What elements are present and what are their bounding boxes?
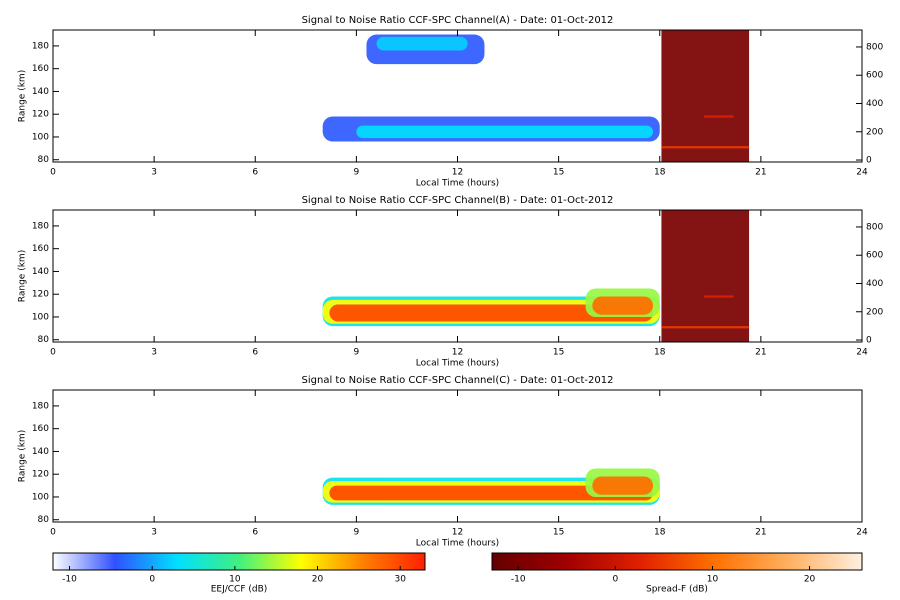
echo xyxy=(376,36,468,51)
x-tick-label: 24 xyxy=(856,528,868,538)
colorbar xyxy=(52,552,426,571)
y-tick-label: 80 xyxy=(38,335,50,345)
y-tick-label: 160 xyxy=(32,244,49,254)
x-tick-label: 9 xyxy=(354,348,360,358)
x-tick-label: 12 xyxy=(452,168,463,178)
x-tick-label: 18 xyxy=(654,348,666,358)
x-tick-label: 21 xyxy=(755,528,766,538)
y-tick-label: 100 xyxy=(32,312,49,322)
echo xyxy=(329,304,654,322)
panel-title: Signal to Noise Ratio CCF-SPC Channel(C)… xyxy=(302,375,614,386)
y-tick-label: 120 xyxy=(32,110,49,120)
x-tick-label: 6 xyxy=(252,528,258,538)
x-tick-label: 15 xyxy=(553,168,564,178)
colorbar-tick-label: 20 xyxy=(312,575,324,585)
y-tick-label: 180 xyxy=(32,221,49,231)
colorbar-label: Spread-F (dB) xyxy=(646,585,708,595)
y2-tick-label: 600 xyxy=(866,251,883,261)
panel-title: Signal to Noise Ratio CCF-SPC Channel(B)… xyxy=(302,195,614,206)
x-tick-label: 0 xyxy=(50,528,56,538)
y2-tick-label: 800 xyxy=(866,42,883,52)
panel-title: Signal to Noise Ratio CCF-SPC Channel(A)… xyxy=(302,15,614,26)
x-tick-label: 9 xyxy=(354,168,360,178)
x-tick-label: 15 xyxy=(553,348,564,358)
y-tick-label: 120 xyxy=(32,470,49,480)
x-tick-label: 3 xyxy=(151,168,157,178)
spread-f xyxy=(703,115,734,118)
colorbar-label: EEJ/CCF (dB) xyxy=(211,585,268,595)
x-tick-label: 3 xyxy=(151,348,157,358)
x-tick-label: 12 xyxy=(452,528,463,538)
x-axis-label: Local Time (hours) xyxy=(416,539,499,549)
x-axis-label: Local Time (hours) xyxy=(416,179,499,189)
y-tick-label: 80 xyxy=(38,155,50,165)
x-tick-label: 9 xyxy=(354,528,360,538)
y2-tick-label: 800 xyxy=(866,222,883,232)
colorbar-tick-label: 10 xyxy=(707,575,719,585)
y2-tick-label: 400 xyxy=(866,279,883,289)
y-tick-label: 160 xyxy=(32,64,49,74)
y-tick-label: 140 xyxy=(32,447,49,457)
spread-f xyxy=(661,146,750,149)
y-tick-label: 100 xyxy=(32,132,49,142)
x-tick-label: 18 xyxy=(654,168,666,178)
y-tick-label: 100 xyxy=(32,492,49,502)
x-tick-label: 24 xyxy=(856,348,868,358)
y-axis-label: Range (km) xyxy=(18,430,28,482)
y-tick-label: 180 xyxy=(32,41,49,51)
y2-tick-label: 0 xyxy=(866,336,872,346)
echo xyxy=(592,476,654,495)
colorbar-tick-label: 0 xyxy=(612,575,618,585)
x-axis-label: Local Time (hours) xyxy=(416,359,499,369)
y2-tick-label: 200 xyxy=(866,127,883,137)
spread-f xyxy=(703,295,734,298)
x-tick-label: 6 xyxy=(252,168,258,178)
x-tick-label: 6 xyxy=(252,348,258,358)
y-axis-label: Range (km) xyxy=(18,70,28,122)
y-tick-label: 180 xyxy=(32,401,49,411)
colorbar xyxy=(491,552,863,571)
y-tick-label: 140 xyxy=(32,267,49,277)
x-tick-label: 12 xyxy=(452,348,463,358)
x-tick-label: 21 xyxy=(755,168,766,178)
x-tick-label: 24 xyxy=(856,168,868,178)
y2-tick-label: 200 xyxy=(866,307,883,317)
x-tick-label: 18 xyxy=(654,528,666,538)
x-tick-label: 0 xyxy=(50,168,56,178)
colorbar-tick-label: 30 xyxy=(394,575,406,585)
echo xyxy=(592,296,654,315)
y2-tick-label: 0 xyxy=(866,156,872,166)
colorbar-tick-label: -10 xyxy=(62,575,77,585)
y-tick-label: 80 xyxy=(38,515,50,525)
colorbar-tick-label: 0 xyxy=(149,575,155,585)
colorbar-tick-label: -10 xyxy=(511,575,526,585)
x-tick-label: 3 xyxy=(151,528,157,538)
y-tick-label: 140 xyxy=(32,87,49,97)
spread-f xyxy=(661,210,750,342)
y-tick-label: 120 xyxy=(32,290,49,300)
colorbar-tick-label: 20 xyxy=(804,575,816,585)
y-tick-label: 160 xyxy=(32,424,49,434)
x-tick-label: 0 xyxy=(50,348,56,358)
spread-f xyxy=(661,326,750,329)
echo xyxy=(329,485,654,501)
y2-tick-label: 600 xyxy=(866,71,883,81)
echo xyxy=(356,125,654,139)
colorbar-tick-label: 10 xyxy=(229,575,241,585)
x-tick-label: 15 xyxy=(553,528,564,538)
x-tick-label: 21 xyxy=(755,348,766,358)
y2-tick-label: 400 xyxy=(866,99,883,109)
spread-f xyxy=(661,30,750,162)
y-axis-label: Range (km) xyxy=(18,250,28,302)
